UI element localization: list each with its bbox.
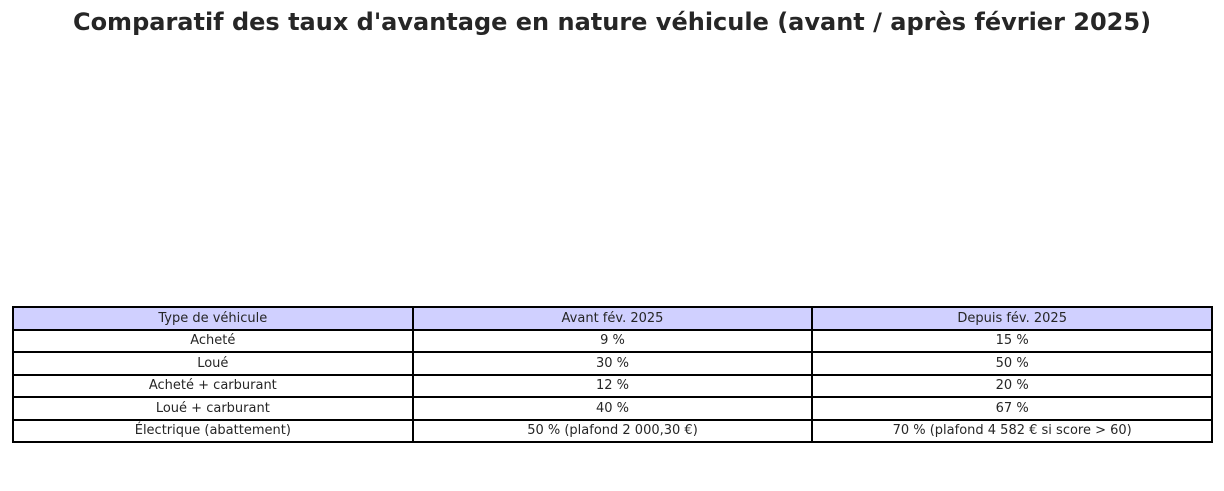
table-row: Loué + carburant 40 % 67 % — [12, 396, 1213, 421]
table-cell: 15 % — [811, 328, 1213, 353]
table-row: Loué 30 % 50 % — [12, 351, 1213, 376]
table-cell: 30 % — [411, 351, 814, 376]
table-cell: 40 % — [411, 396, 814, 421]
table-cell: 20 % — [811, 373, 1213, 398]
column-header: Type de véhicule — [12, 306, 414, 331]
table-row: Acheté + carburant 12 % 20 % — [12, 373, 1213, 398]
table-row: Acheté 9 % 15 % — [12, 328, 1213, 353]
table-cell: Loué — [12, 351, 414, 376]
chart-title: Comparatif des taux d'avantage en nature… — [72, 8, 1152, 36]
table-cell: 67 % — [811, 396, 1213, 421]
table-row: Électrique (abattement) 50 % (plafond 2 … — [12, 418, 1213, 443]
table-cell: Acheté + carburant — [12, 373, 414, 398]
column-header: Depuis fév. 2025 — [811, 306, 1213, 331]
table-cell: Électrique (abattement) — [12, 418, 414, 443]
table-cell: Loué + carburant — [12, 396, 414, 421]
table-cell: 9 % — [411, 328, 814, 353]
table-cell: 12 % — [411, 373, 814, 398]
rate-comparison-table: Type de véhicule Avant fév. 2025 Depuis … — [12, 306, 1213, 443]
column-header: Avant fév. 2025 — [411, 306, 814, 331]
table-cell: 50 % (plafond 2 000,30 €) — [411, 418, 814, 443]
header-row: Type de véhicule Avant fév. 2025 Depuis … — [12, 306, 1213, 331]
table-cell: 50 % — [811, 351, 1213, 376]
table-cell: 70 % (plafond 4 582 € si score > 60) — [811, 418, 1213, 443]
table-cell: Acheté — [12, 328, 414, 353]
